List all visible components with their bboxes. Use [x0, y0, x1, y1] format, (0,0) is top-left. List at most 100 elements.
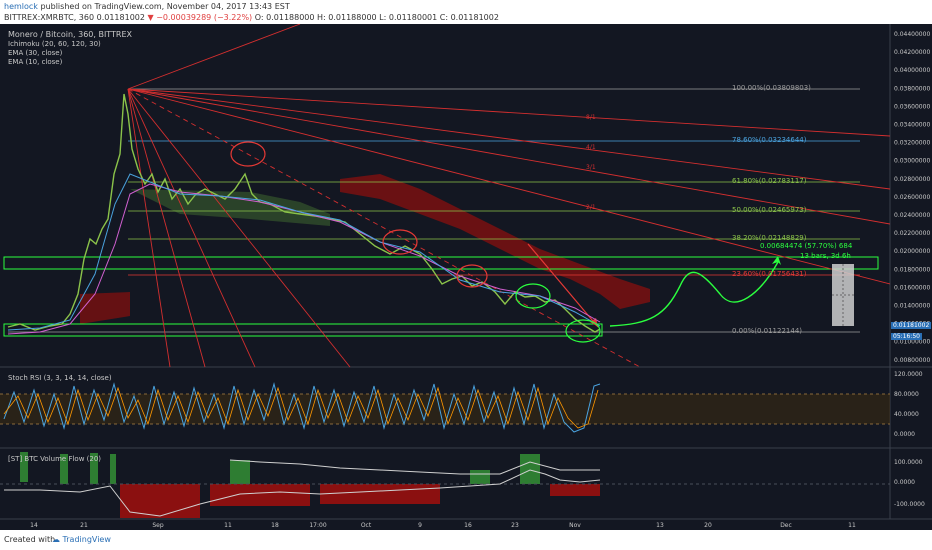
volume-flow-bars	[20, 452, 600, 518]
time-axis-label: 18	[271, 522, 279, 529]
down-arrow-icon: ▼	[147, 13, 154, 22]
projection-path[interactable]	[609, 261, 779, 327]
price-axis-label: 0.03200000	[894, 140, 930, 147]
price-axis-label: 0.03400000	[894, 122, 930, 129]
price-axis-label: 0.02200000	[894, 230, 930, 237]
rsi-axis: 120.0000 80.0000 40.0000 0.0000	[894, 371, 923, 438]
price-candles	[7, 93, 601, 333]
publish-info: published on TradingView.com, November 0…	[40, 2, 290, 11]
price-axis-label: 0.04400000	[894, 31, 930, 38]
time-axis-label: 23	[511, 522, 519, 529]
ohlc-values: O: 0.01188000 H: 0.01188000 L: 0.0118000…	[254, 13, 499, 22]
price-axis-label: 0.01000000	[894, 339, 930, 346]
price-axis-label: 0.01400000	[894, 303, 930, 310]
price-axis-label: 0.00800000	[894, 357, 930, 364]
time-axis-label: 16	[464, 522, 472, 529]
fib-label: 61.80%(0.02783117)	[732, 177, 807, 185]
trend-arrow[interactable]	[527, 243, 599, 328]
price-axis-label: 0.02800000	[894, 176, 930, 183]
price-axis-label: 0.03600000	[894, 103, 930, 110]
fan-label: 4/1	[586, 144, 596, 151]
rsi-d-line	[3, 386, 599, 429]
publish-line: hemlock published on TradingView.com, No…	[4, 2, 290, 11]
author-link[interactable]: hemlock	[4, 2, 38, 11]
time-axis[interactable]: 14 21 Sep 11 18 17:00 Oct 9 16 23 Nov 13 20 Dec 11	[30, 522, 856, 529]
fib-retracement[interactable]	[8, 88, 860, 333]
price-axis-label: 0.04000000	[894, 67, 930, 74]
highlight-circle[interactable]	[456, 264, 488, 288]
time-axis-label: Sep	[152, 522, 164, 529]
rsi-k-line	[3, 382, 601, 433]
fan-label: 2/1	[586, 204, 596, 211]
gann-fan[interactable]	[127, 24, 891, 368]
chart-header: hemlock published on TradingView.com, No…	[0, 0, 932, 24]
fib-label: 38.20%(0.02148829)	[732, 234, 807, 242]
highlight-circle[interactable]	[382, 229, 418, 255]
time-axis-label: Nov	[569, 522, 581, 529]
indicator-ema10[interactable]: EMA (10, close)	[8, 58, 63, 66]
chart-canvas[interactable]: 0.04400000 0.04200000 0.04000000 0.03800000…	[0, 24, 932, 530]
time-axis-label: 13	[656, 522, 664, 529]
fib-label: 23.60%(0.01756431)	[732, 270, 807, 278]
highlight-circle[interactable]	[565, 319, 601, 343]
last-price-tag: 0.01181002	[891, 322, 932, 329]
flow-axis-label: 0.0000	[894, 479, 915, 486]
fan-label: 8/1	[586, 114, 596, 121]
price-axis-label: 0.01800000	[894, 266, 930, 273]
rsi-pane-title[interactable]: Stoch RSI (3, 3, 14, 14, close)	[8, 374, 112, 382]
time-axis-label: Dec	[780, 522, 792, 529]
brand-name: TradingView	[62, 535, 111, 544]
price-axis-label: 0.01600000	[894, 284, 930, 291]
price-axis[interactable]: 0.04400000 0.04200000 0.04000000 0.03800000…	[894, 31, 930, 364]
ichimoku-cloud-red	[80, 292, 130, 324]
price-axis-label: 0.03800000	[894, 85, 930, 92]
flow-axis: 100.0000 0.0000 -100.0000	[894, 459, 925, 508]
tradingview-logo[interactable]: ☁ TradingView	[52, 535, 111, 544]
highlight-circle[interactable]	[230, 141, 266, 167]
symbol-line: BITTREX:XMRBTC, 360 0.01181002 ▼ −0.0003…	[4, 13, 499, 22]
ema-10-line	[7, 173, 601, 331]
time-axis-label: 14	[30, 522, 38, 529]
footer: Created with ☁ TradingView	[0, 530, 932, 550]
last-price: 0.01181002	[96, 13, 145, 22]
support-zone[interactable]	[3, 323, 603, 337]
measure-box[interactable]	[832, 264, 854, 326]
created-with-label: Created with	[4, 535, 56, 544]
fan-label: 3/1	[586, 164, 596, 171]
rsi-axis-label: 0.0000	[894, 431, 915, 438]
rsi-axis-label: 80.0000	[894, 391, 919, 398]
measure-bars: 13 bars, 3d 6h	[800, 252, 851, 260]
rsi-axis-label: 40.0000	[894, 411, 919, 418]
time-axis-label: 21	[80, 522, 88, 529]
ichimoku-cloud-green	[130, 189, 330, 226]
flow-line-upper	[229, 459, 600, 475]
price-axis-label: 0.04200000	[894, 49, 930, 56]
flow-pane-title[interactable]: [ST] BTC Volume Flow (20)	[8, 455, 102, 463]
fib-label: 78.60%(0.03234644)	[732, 136, 807, 144]
flow-axis-label: 100.0000	[894, 459, 923, 466]
symbol-label: BITTREX:XMRBTC, 360	[4, 13, 95, 22]
indicator-ema30[interactable]: EMA (30, close)	[8, 49, 63, 57]
chart-drawing[interactable]: 0.04400000 0.04200000 0.04000000 0.03800000…	[0, 24, 932, 530]
flow-axis-label: -100.0000	[894, 501, 925, 508]
price-axis-label: 0.02400000	[894, 212, 930, 219]
measure-text: 0.00684474 (57.70%) 684	[760, 242, 853, 250]
indicator-ichimoku[interactable]: Ichimoku (20, 60, 120, 30)	[8, 40, 101, 48]
price-axis-label: 0.02600000	[894, 194, 930, 201]
price-axis-label: 0.03000000	[894, 158, 930, 165]
fib-label: 0.00%(0.01122144)	[732, 327, 803, 335]
resistance-zone[interactable]	[3, 256, 879, 270]
price-axis-label: 0.02000000	[894, 248, 930, 255]
time-axis-label: Oct	[361, 522, 372, 529]
price-change: −0.00039289 (−3.22%)	[156, 13, 253, 22]
projection-arrow-icon	[772, 256, 781, 265]
ema-30-line	[7, 183, 601, 335]
time-axis-label: 20	[704, 522, 712, 529]
time-axis-label: 9	[418, 522, 422, 529]
highlight-circle[interactable]	[515, 283, 551, 309]
fib-label: 50.00%(0.02465973)	[732, 206, 807, 214]
countdown-tag: 05:16:50	[891, 333, 922, 340]
cloud-icon: ☁	[52, 535, 60, 544]
time-axis-label: 11	[224, 522, 232, 529]
main-pane-title: Monero / Bitcoin, 360, BITTREX	[8, 30, 133, 39]
